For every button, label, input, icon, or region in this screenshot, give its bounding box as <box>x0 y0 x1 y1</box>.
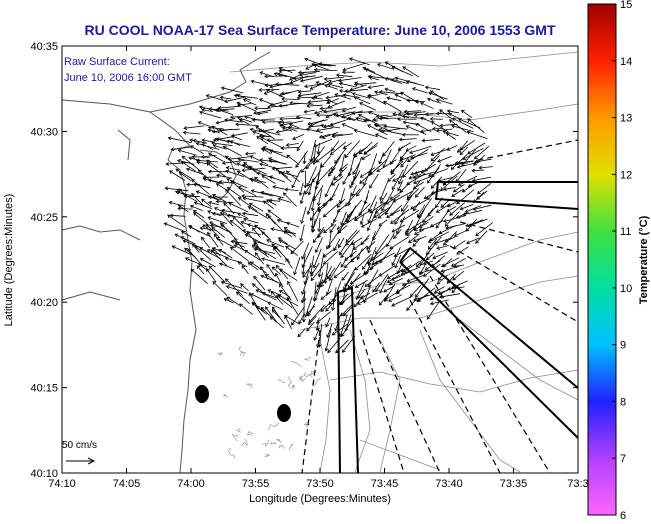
marker-dot-east <box>277 404 291 422</box>
marker-dot-west <box>195 385 209 403</box>
x-tick-label: 74:00 <box>177 478 205 490</box>
colorbar-label: Temperature (°C) <box>638 215 650 304</box>
scale-label: 50 cm/s <box>62 440 97 451</box>
colorbar-tick-label: 12 <box>620 169 632 181</box>
x-tick-label: 73:40 <box>435 478 463 490</box>
y-tick-label: 40:15 <box>30 383 58 395</box>
colorbar-tick-label: 8 <box>620 396 626 408</box>
colorbar-tick-label: 13 <box>620 113 632 125</box>
y-tick-label: 40:25 <box>30 212 58 224</box>
y-tick-label: 40:10 <box>30 468 58 480</box>
y-tick-label: 40:35 <box>30 41 58 53</box>
colorbar <box>588 4 616 515</box>
x-axis-label: Longitude (Degrees:Minutes) <box>249 493 391 505</box>
current-label: Raw Surface Current: <box>64 56 170 68</box>
colorbar-tick-label: 6 <box>620 510 626 519</box>
colorbar-tick-label: 7 <box>620 453 626 465</box>
x-tick-label: 73:45 <box>371 478 399 490</box>
x-tick-label: 73:50 <box>306 478 334 490</box>
x-tick-label: 74:05 <box>113 478 141 490</box>
colorbar-tick-label: 14 <box>620 56 632 68</box>
y-tick-label: 40:20 <box>30 297 58 309</box>
current-timestamp: June 10, 2006 16:00 GMT <box>64 72 192 84</box>
x-tick-label: 73:55 <box>242 478 270 490</box>
colorbar-tick-label: 10 <box>620 283 632 295</box>
colorbar-tick-label: 15 <box>620 0 632 11</box>
map-title: RU COOL NOAA-17 Sea Surface Temperature:… <box>60 22 580 38</box>
y-axis-label: Latitude (Degrees:Minutes) <box>3 194 15 327</box>
y-tick-label: 40:30 <box>30 126 58 138</box>
x-tick-label: 73:3 <box>567 478 588 490</box>
x-tick-label: 73:35 <box>500 478 528 490</box>
colorbar-tick-label: 11 <box>620 226 631 238</box>
colorbar-tick-label: 9 <box>620 340 626 352</box>
